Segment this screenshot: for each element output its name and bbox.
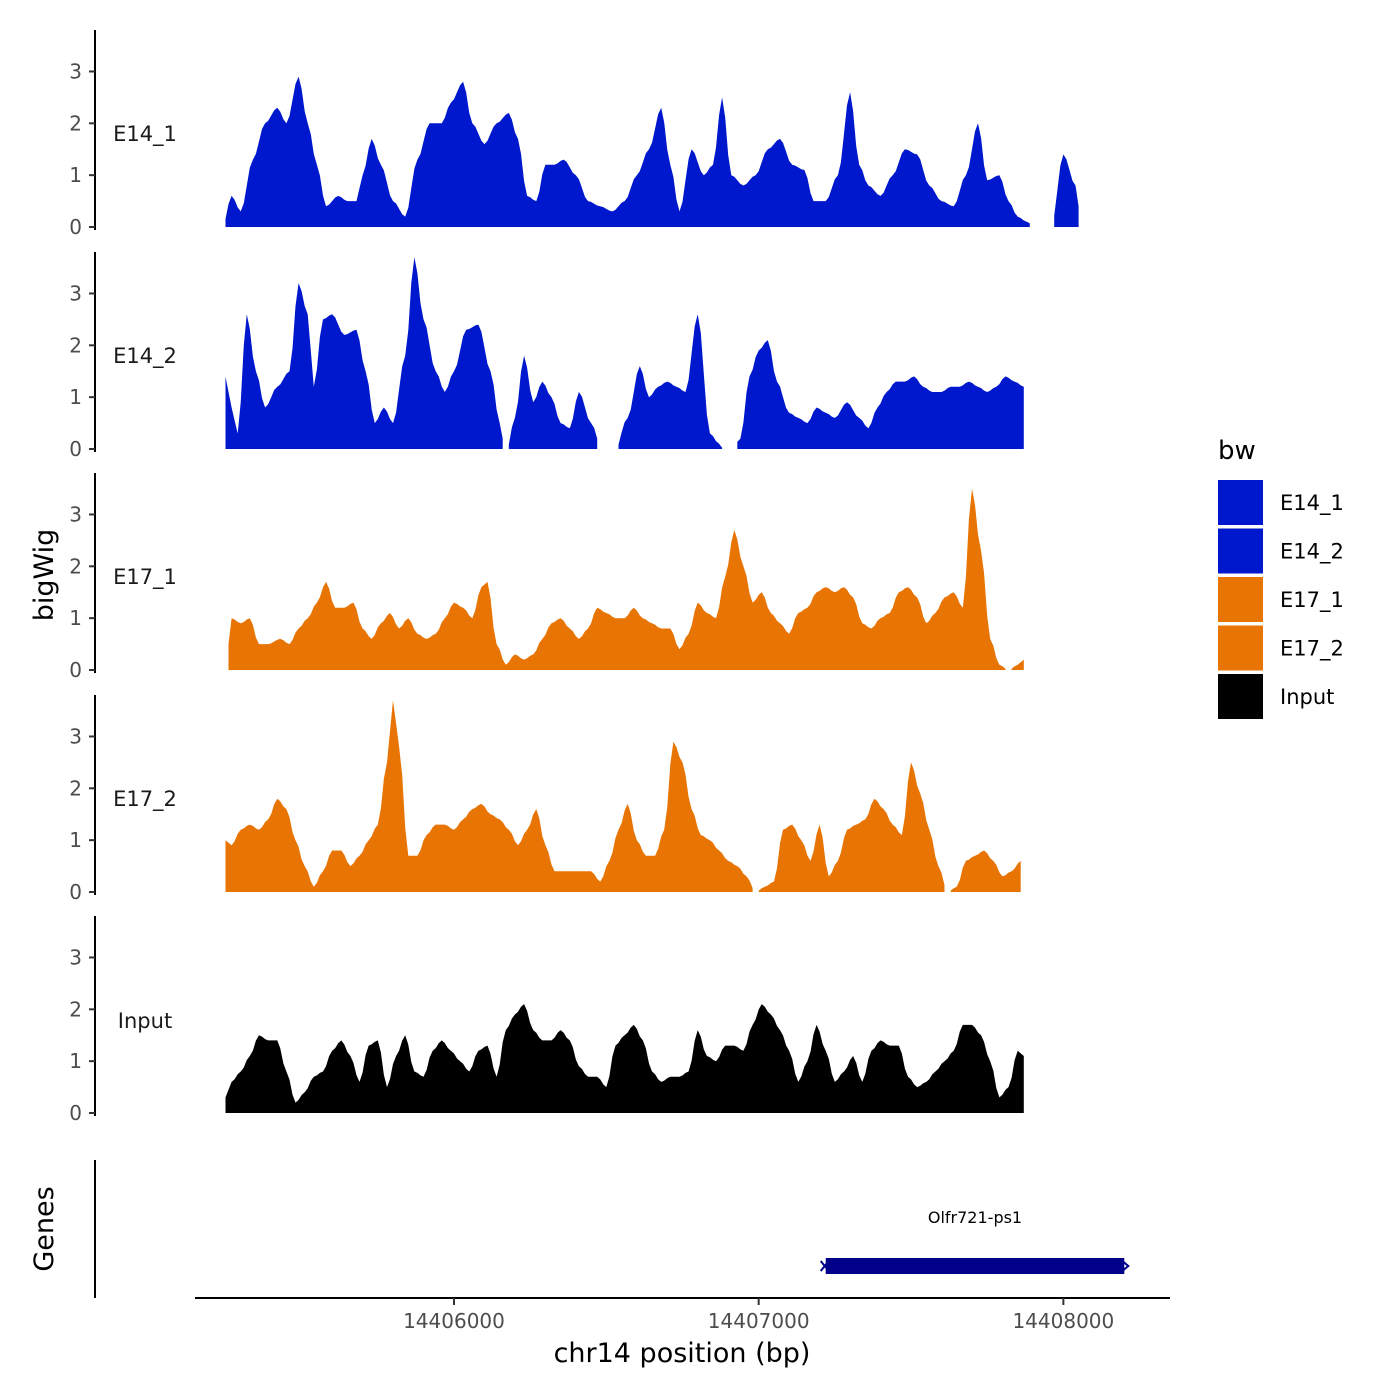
y-tick-label-E17_1-2: 2 [69, 554, 82, 578]
legend-label-Input: Input [1280, 685, 1334, 709]
y-tick-label-Input-0: 0 [69, 1101, 82, 1125]
genes-layer: Olfr721-ps1 [819, 1208, 1130, 1274]
legend-label-E17_2: E17_2 [1280, 637, 1344, 662]
y-tick-label-E14_1-0: 0 [69, 215, 82, 239]
x-axis-title: chr14 position (bp) [554, 1338, 811, 1369]
y-tick-label-Input-2: 2 [69, 997, 82, 1021]
legend-key-Input [1218, 674, 1263, 719]
y-tick-label-E14_1-2: 2 [69, 111, 82, 135]
track-E17_2: 0 1 2 3 E17_2 [69, 695, 1021, 904]
area-segment-E14_2-2 [618, 314, 723, 449]
area-segment-E17_2-1 [758, 762, 945, 892]
x-axis: 14406000 14407000 14408000 [195, 1297, 1170, 1333]
track-E14_2: 0 1 2 3 E14_2 [69, 252, 1024, 461]
y-tick-label-E17_1-0: 0 [69, 658, 82, 682]
y-tick-label-E17_2-2: 2 [69, 776, 82, 800]
legend-key-E14_2 [1218, 528, 1263, 574]
gene-label-Olfr721-ps1: Olfr721-ps1 [928, 1208, 1022, 1227]
track-label-E14_1: E14_1 [113, 122, 177, 147]
legend-title: bw [1218, 436, 1256, 466]
gene-body-Olfr721-ps1 [825, 1258, 1125, 1274]
area-segment-E14_1-1 [1054, 154, 1079, 227]
y-tick-label-E17_1-3: 3 [69, 502, 82, 526]
area-segment-E17_1-1 [1011, 659, 1024, 670]
track-label-E14_2: E14_2 [113, 344, 177, 369]
gene-end-marker [1121, 1260, 1130, 1272]
area-segment-E14_2-0 [225, 257, 503, 449]
x-tick-label-14407000: 14407000 [708, 1309, 810, 1333]
legend-key-E14_1 [1218, 480, 1263, 525]
y-tick-label-E14_2-2: 2 [69, 333, 82, 357]
x-tick-label-14408000: 14408000 [1012, 1309, 1114, 1333]
track-label-E17_2: E17_2 [113, 787, 177, 812]
y-tick-label-Input-1: 1 [69, 1049, 82, 1073]
legend-items: E14_1 E14_2 E17_1 E17_2 Input [1218, 480, 1344, 719]
legend-label-E14_2: E14_2 [1280, 540, 1344, 565]
x-tick-label-14406000: 14406000 [403, 1309, 505, 1333]
legend-key-E17_2 [1218, 625, 1263, 671]
y-axis-title: bigWig [29, 529, 60, 622]
area-segment-E14_2-1 [508, 355, 598, 449]
genes-axis-title: Genes [29, 1186, 60, 1271]
y-tick-label-E14_1-3: 3 [69, 59, 82, 83]
y-tick-label-E17_1-1: 1 [69, 606, 82, 630]
y-tick-label-E14_2-1: 1 [69, 385, 82, 409]
gene-start-marker [819, 1260, 830, 1272]
area-segment-E17_2-2 [950, 850, 1021, 892]
area-segment-E14_2-3 [737, 340, 1024, 449]
y-tick-label-E14_1-1: 1 [69, 163, 82, 187]
y-tick-label-E17_2-3: 3 [69, 724, 82, 748]
track-E17_1: 0 1 2 3 E17_1 [69, 473, 1024, 682]
area-segment-E17_2-0 [225, 700, 753, 892]
track-label-E17_1: E17_1 [113, 565, 177, 590]
track-label-Input: Input [118, 1009, 172, 1033]
y-tick-label-E14_2-3: 3 [69, 281, 82, 305]
y-tick-label-Input-3: 3 [69, 945, 82, 969]
legend-key-E17_1 [1218, 577, 1263, 622]
y-tick-label-E17_2-0: 0 [69, 880, 82, 904]
y-tick-label-E17_2-1: 1 [69, 828, 82, 852]
x-ticks: 14406000 14407000 14408000 [403, 1298, 1114, 1333]
signal-tracks: 0 1 2 3 E14_1 0 1 2 3 E14_2 0 1 2 3 E17_1 0 1 2 3 E17_2 0 1 2 3… [69, 30, 1079, 1125]
track-Input: 0 1 2 3 Input [69, 916, 1024, 1125]
legend-label-E17_1: E17_1 [1280, 588, 1344, 613]
genes-panel: Olfr721-ps1 [94, 1160, 1130, 1298]
track-E14_1: 0 1 2 3 E14_1 [69, 30, 1079, 239]
legend-label-E14_1: E14_1 [1280, 491, 1344, 516]
area-segment-E14_1-0 [225, 76, 1030, 227]
y-tick-label-E14_2-0: 0 [69, 437, 82, 461]
area-segment-E17_1-0 [228, 488, 1006, 670]
legend: bw E14_1 E14_2 E17_1 E17_2 Input [1218, 436, 1344, 719]
area-segment-Input-0 [225, 1004, 1024, 1113]
